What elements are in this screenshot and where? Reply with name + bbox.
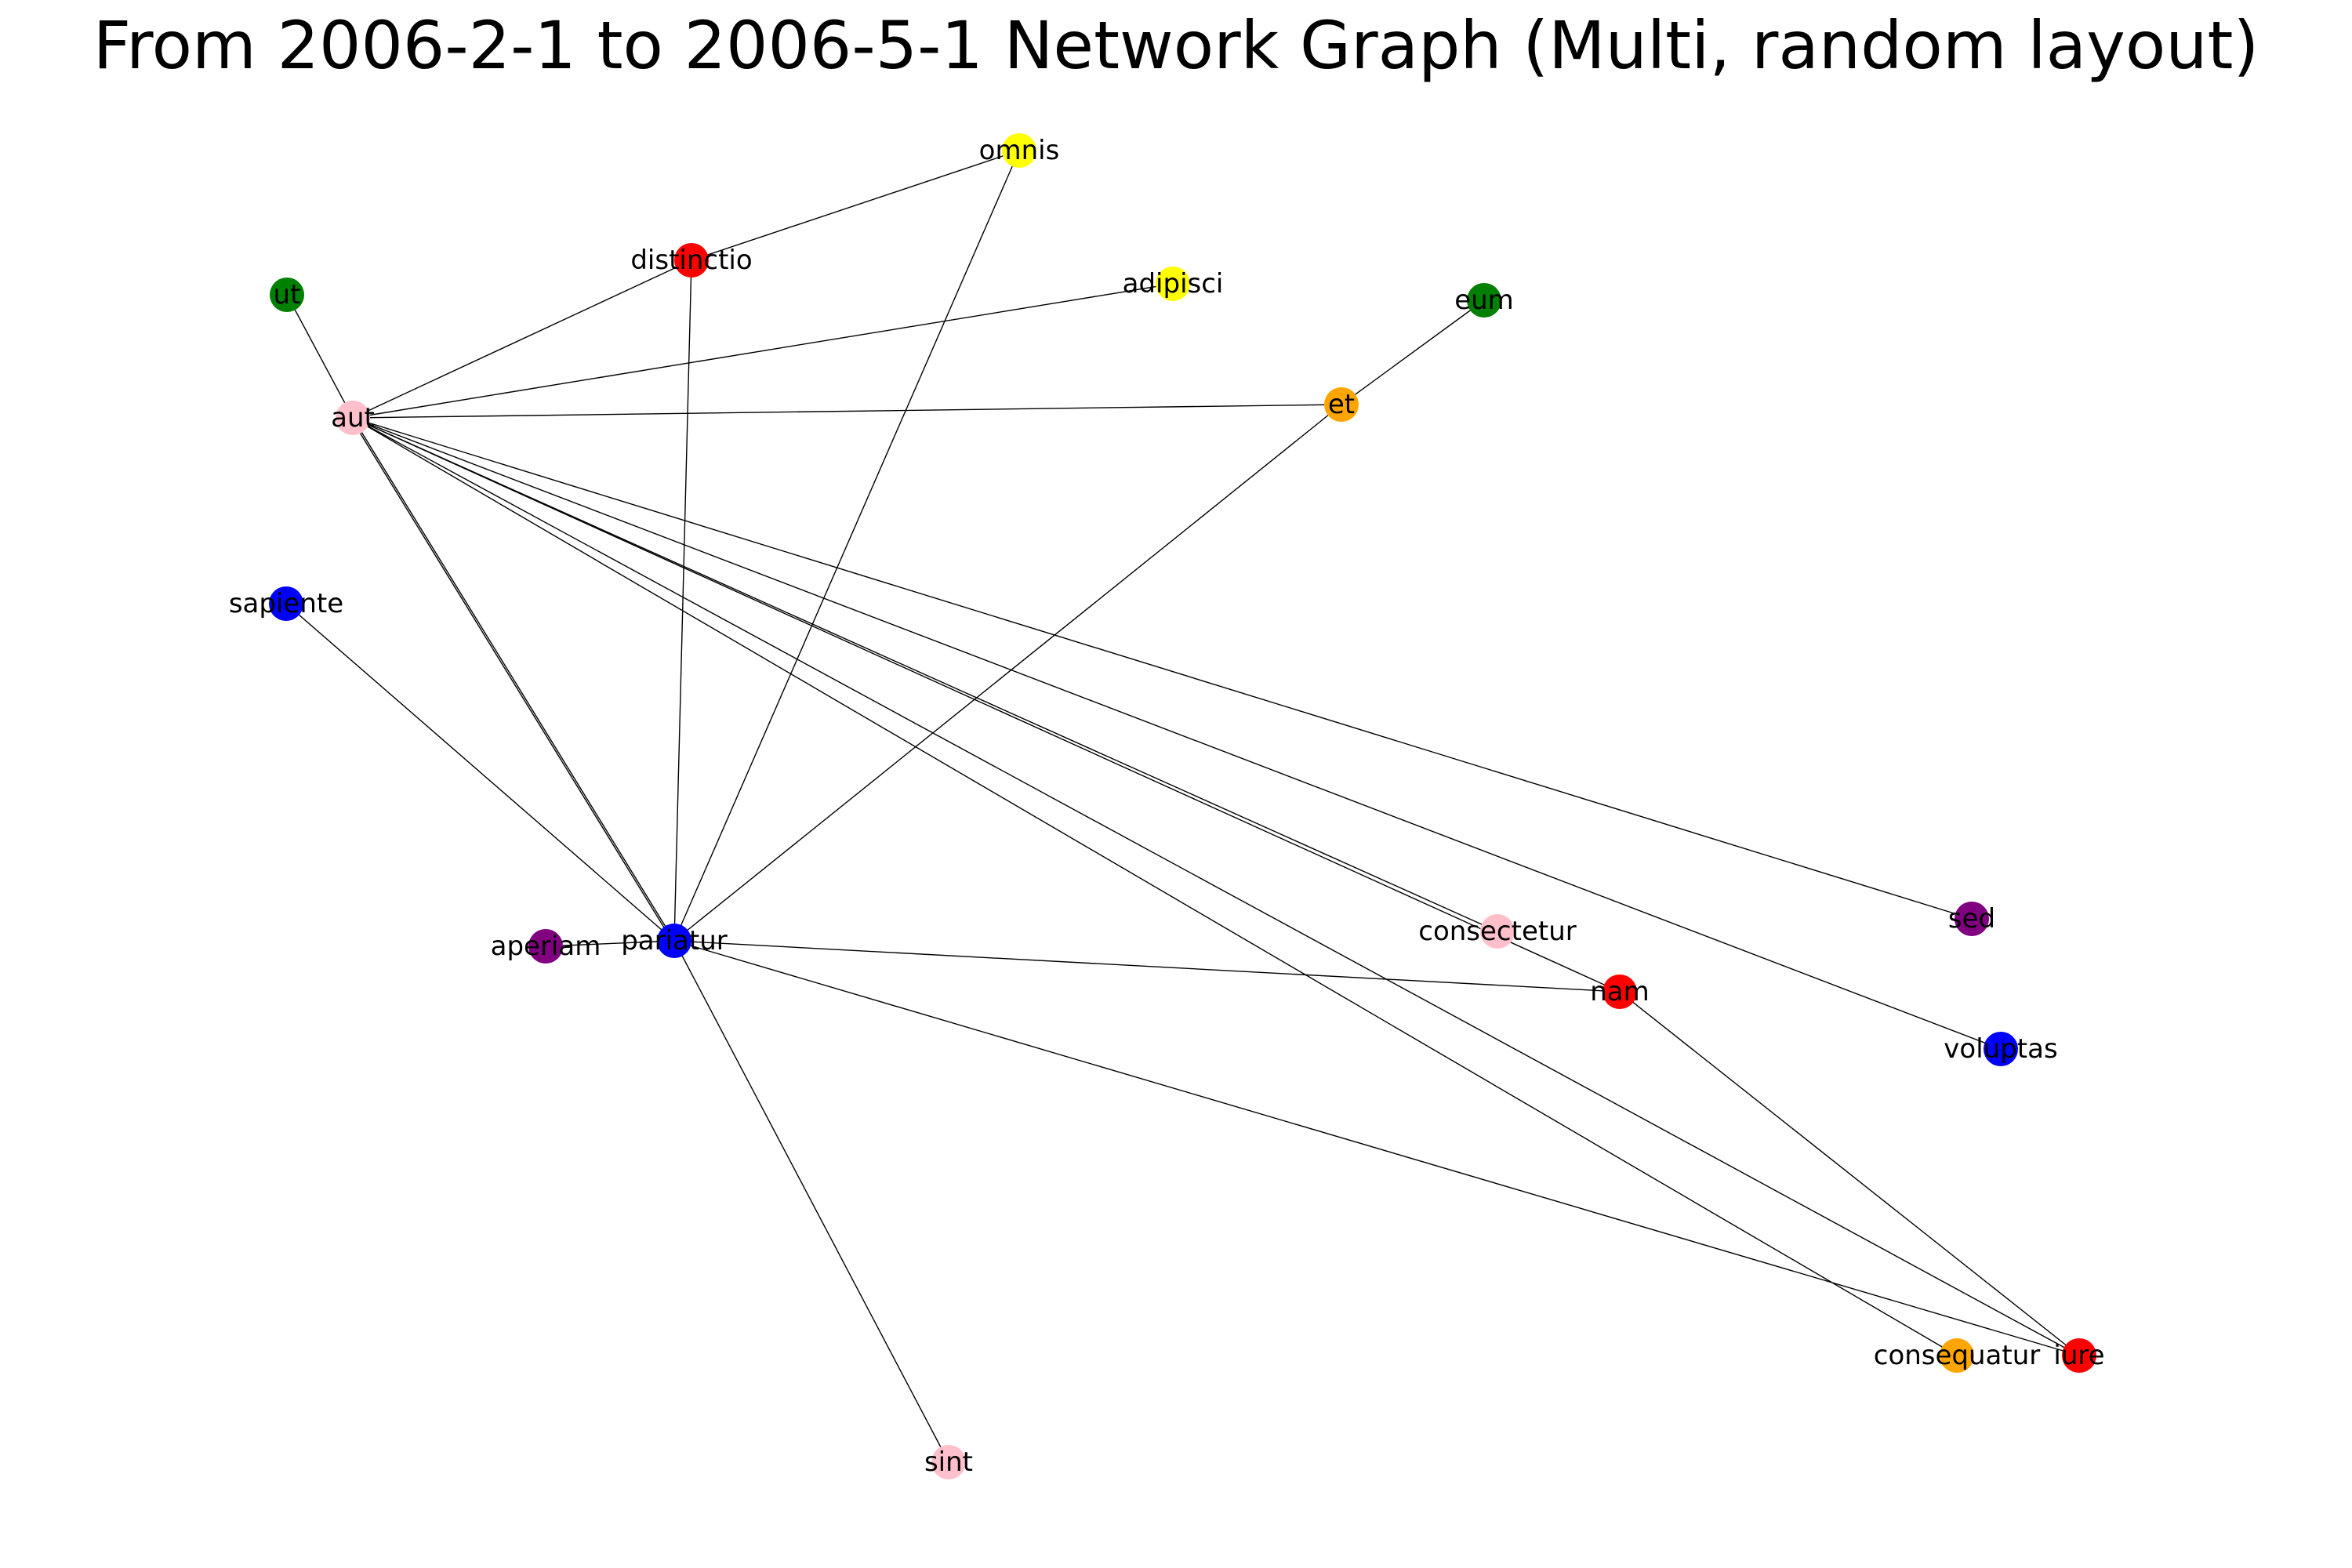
node-label-omnis: omnis: [979, 135, 1060, 166]
edge-aut-sed: [352, 417, 1973, 920]
edge-pariatur-sint: [673, 940, 949, 1463]
node-aperiam: [528, 929, 563, 964]
node-aut: [336, 401, 370, 435]
node-iure: [2062, 1338, 2096, 1373]
node-label-voluptas: voluptas: [1944, 1033, 2057, 1065]
edge-aut-adipisci: [352, 283, 1174, 419]
node-pariatur: [657, 924, 691, 958]
node-label-aut: aut: [331, 402, 375, 434]
node-sed: [1955, 902, 1989, 936]
node-ut: [270, 278, 304, 312]
node-label-eum: eum: [1454, 285, 1514, 316]
node-label-sed: sed: [1948, 903, 1995, 935]
edge-eum-et: [1341, 299, 1485, 405]
node-voluptas: [1984, 1032, 2018, 1066]
node-label-sint: sint: [924, 1446, 973, 1478]
edge-pariatur-iure: [673, 940, 2080, 1356]
node-label-sapiente: sapiente: [229, 588, 343, 619]
node-label-pariatur: pariatur: [621, 925, 728, 956]
edge-pariatur-nam: [673, 940, 1621, 993]
edge-aut-iure: [352, 417, 2080, 1356]
node-label-aperiam: aperiam: [491, 931, 601, 962]
node-nam: [1602, 975, 1637, 1009]
labels-layer: aut ut distinctio omnis adipisci eum et sapient…: [229, 135, 2105, 1478]
node-eum: [1467, 283, 1501, 318]
edge-sapiente-pariatur: [285, 603, 675, 942]
edge-aut-nam: [352, 417, 1621, 993]
edge-aut-et: [352, 404, 1342, 419]
node-label-distinctio: distinctio: [630, 245, 752, 276]
edge-aperiam-pariatur: [545, 940, 675, 947]
node-label-adipisci: adipisci: [1123, 268, 1224, 299]
edge-et-pariatur: [673, 404, 1342, 942]
node-et: [1324, 387, 1359, 422]
edge-distinctio-omnis: [691, 150, 1020, 261]
edge-nam-iure: [1619, 991, 2080, 1356]
edge-aut-ut: [286, 294, 354, 419]
node-distinctio: [674, 243, 709, 278]
edge-distinctio-pariatur: [673, 260, 692, 942]
node-label-consequatur: consequatur: [1874, 1340, 2041, 1371]
edge-omnis-pariatur: [673, 150, 1020, 942]
node-label-et: et: [1328, 389, 1355, 420]
node-label-iure: iure: [2053, 1340, 2104, 1371]
node-omnis: [1002, 133, 1036, 168]
chart-title: From 2006-2-1 to 2006-5-1 Network Graph …: [93, 7, 2259, 84]
edge-aut-voluptas: [352, 417, 2002, 1050]
edges-layer: [285, 150, 2080, 1463]
node-label-ut: ut: [274, 279, 301, 310]
nodes-layer: [269, 133, 2096, 1479]
node-consequatur: [1940, 1338, 1974, 1373]
edge-aut-consectetur: [352, 417, 1498, 932]
edge-aut-pariatur: [352, 417, 675, 942]
edge-aut-distinctio: [352, 260, 692, 419]
edge-aut-pariatur: [350, 418, 673, 942]
node-sint: [931, 1445, 966, 1479]
edge-aut-consequatur: [352, 417, 1958, 1356]
node-label-nam: nam: [1590, 976, 1650, 1007]
node-sapiente: [269, 586, 303, 621]
node-consectetur: [1480, 914, 1515, 949]
node-adipisci: [1156, 267, 1190, 301]
node-label-consectetur: consectetur: [1418, 916, 1576, 947]
